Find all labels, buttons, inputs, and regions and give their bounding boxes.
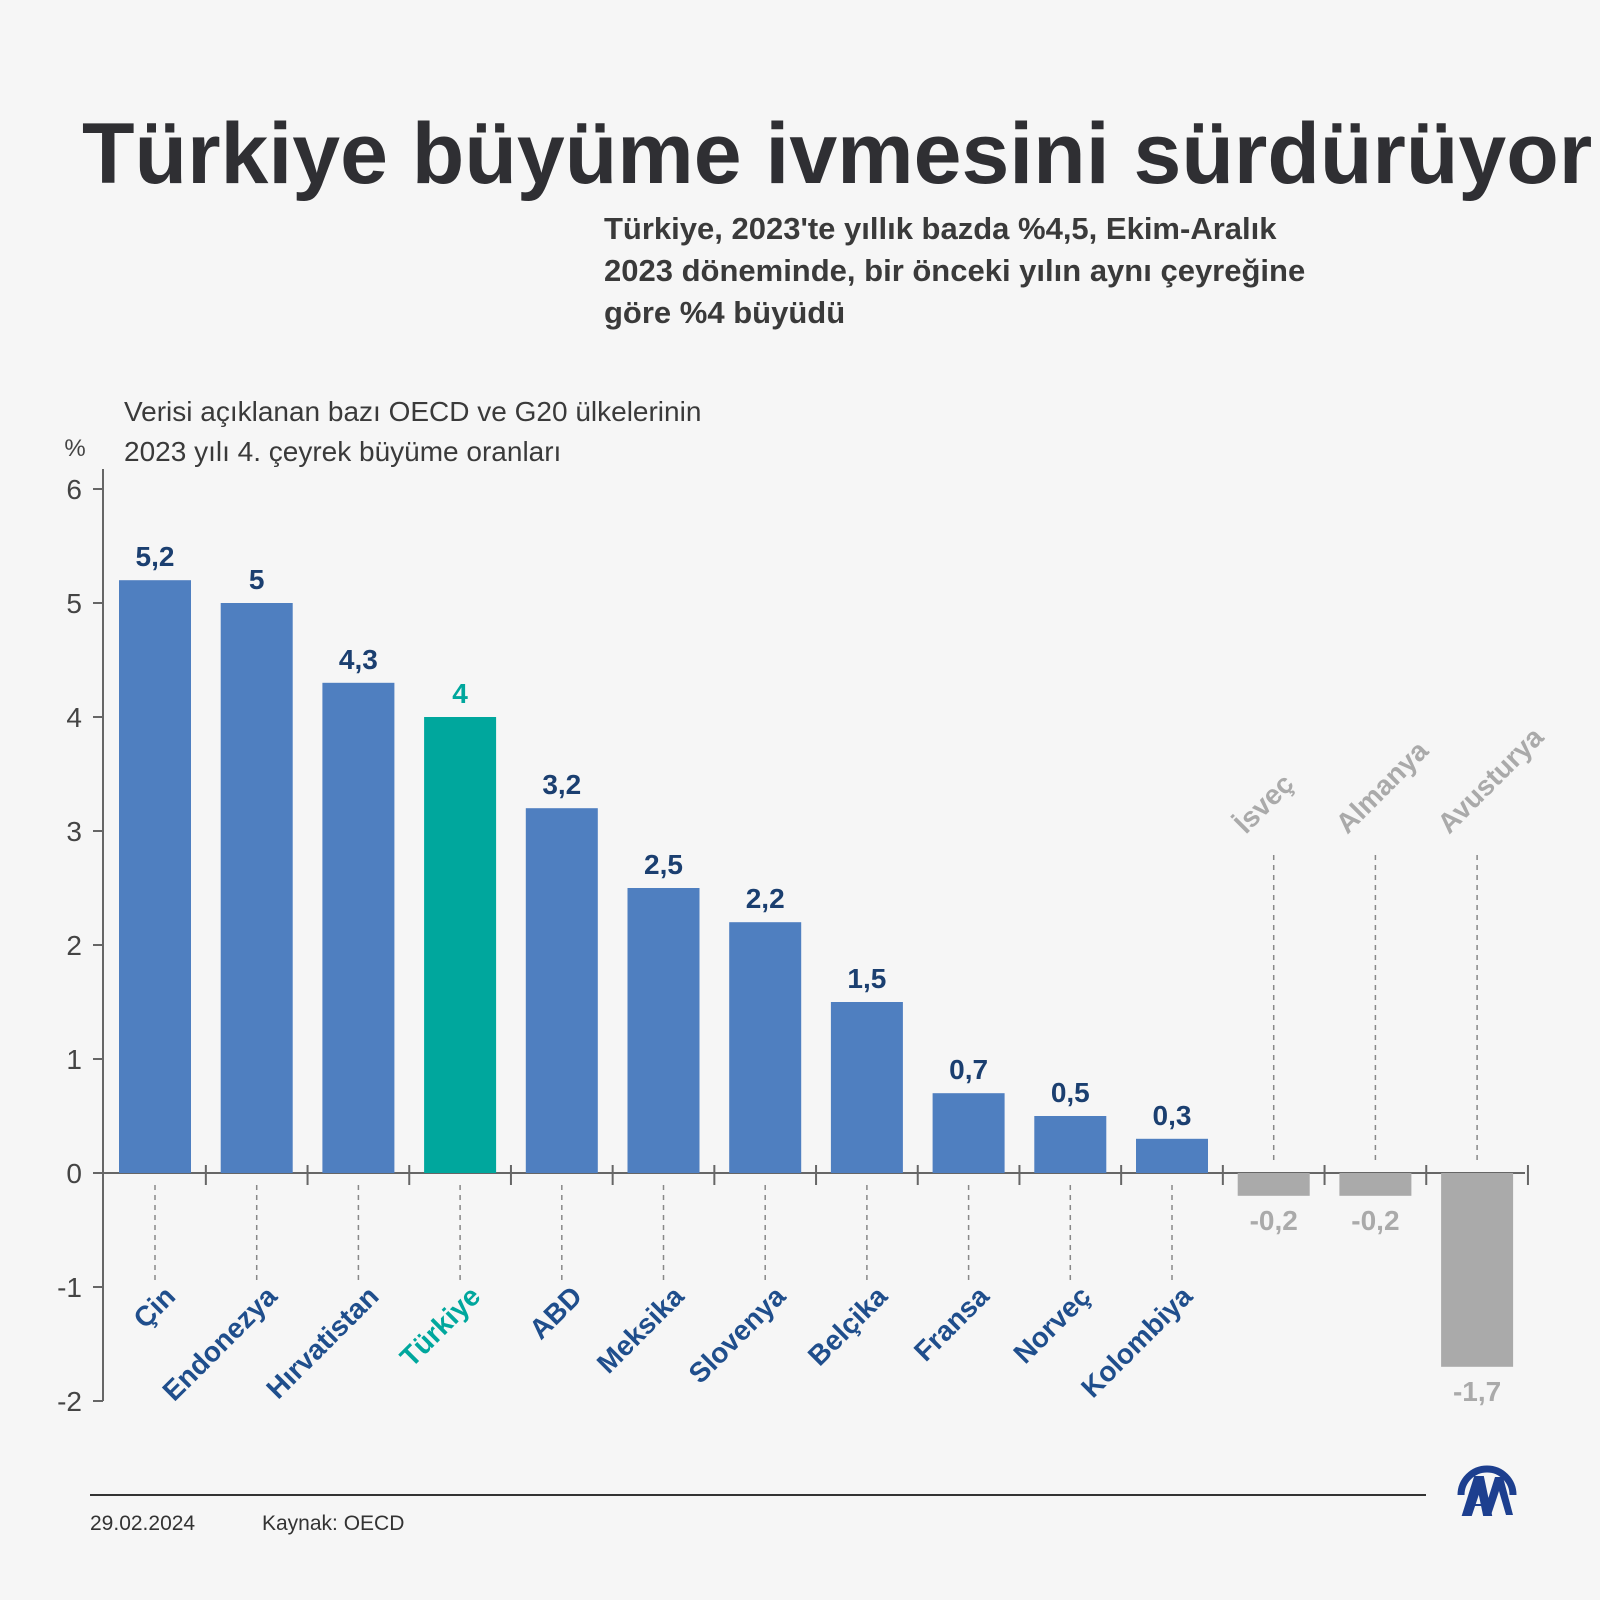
- value-label: 5,2: [136, 541, 175, 572]
- chart-title-line-2: 2023 yılı 4. çeyrek büyüme oranları: [124, 436, 562, 467]
- category-label: Türkiye: [394, 1280, 486, 1372]
- value-label: 3,2: [542, 769, 581, 800]
- bar-2: [322, 682, 395, 1173]
- y-tick-label: 6: [66, 474, 82, 505]
- y-tick-label: 1: [66, 1044, 82, 1075]
- category-label: Kolombiya: [1075, 1280, 1198, 1403]
- category-label: Meksika: [591, 1280, 690, 1379]
- category-label: Norveç: [1007, 1280, 1096, 1369]
- value-label: 2,2: [746, 883, 785, 914]
- bar-8: [932, 1093, 1005, 1173]
- footer-divider: [90, 1494, 1426, 1496]
- page-title: Türkiye büyüme ivmesini sürdürüyor: [82, 106, 1593, 202]
- bar-5: [627, 888, 700, 1173]
- value-label: -1,7: [1453, 1376, 1501, 1407]
- y-tick-label: -1: [57, 1272, 82, 1303]
- bar-1: [220, 603, 293, 1173]
- category-label: İsveç: [1228, 768, 1299, 839]
- y-axis-label: %: [64, 435, 85, 462]
- y-tick-label: 3: [66, 816, 82, 847]
- value-label: 0,5: [1051, 1077, 1090, 1108]
- y-tick-label: 5: [66, 588, 82, 619]
- value-label: 0,7: [949, 1054, 988, 1085]
- chart-title: Verisi açıklanan bazı OECD ve G20 ülkele…: [124, 392, 701, 472]
- category-label: Slovenya: [683, 1280, 792, 1389]
- subtitle: Türkiye, 2023'te yıllık bazda %4,5, Ekim…: [604, 211, 1306, 330]
- category-label: Avusturya: [1431, 721, 1549, 839]
- category-label: ABD: [523, 1280, 588, 1345]
- y-tick-label: 4: [66, 702, 82, 733]
- category-label: Almanya: [1330, 734, 1435, 839]
- bar-9: [1034, 1116, 1107, 1173]
- category-label: Fransa: [908, 1280, 995, 1367]
- category-label: Belçika: [802, 1280, 894, 1372]
- bar-4: [525, 808, 598, 1173]
- value-label: 4,3: [339, 644, 378, 675]
- y-tick-label: 2: [66, 930, 82, 961]
- bar-12: [1339, 1173, 1412, 1196]
- value-label: 5: [249, 564, 265, 595]
- chart-title-line-1: Verisi açıklanan bazı OECD ve G20 ülkele…: [124, 396, 702, 427]
- bar-10: [1136, 1138, 1208, 1173]
- category-label: Çin: [127, 1280, 181, 1334]
- bar-11: [1237, 1173, 1310, 1196]
- value-label: -0,2: [1351, 1205, 1399, 1236]
- value-label: 2,5: [644, 849, 683, 880]
- date: 29.02.2024: [90, 1512, 196, 1535]
- y-tick-label: -2: [57, 1386, 82, 1417]
- bar-0: [119, 580, 191, 1173]
- source: Kaynak: OECD: [262, 1512, 405, 1535]
- bar-3: [424, 717, 497, 1173]
- value-label: 4: [452, 678, 468, 709]
- y-tick-label: 0: [66, 1158, 82, 1189]
- value-label: 0,3: [1153, 1100, 1192, 1131]
- bar-6: [729, 922, 802, 1173]
- bar-13: [1441, 1173, 1514, 1367]
- value-label: -0,2: [1250, 1205, 1298, 1236]
- bar-7: [830, 1002, 903, 1173]
- value-label: 1,5: [847, 963, 886, 994]
